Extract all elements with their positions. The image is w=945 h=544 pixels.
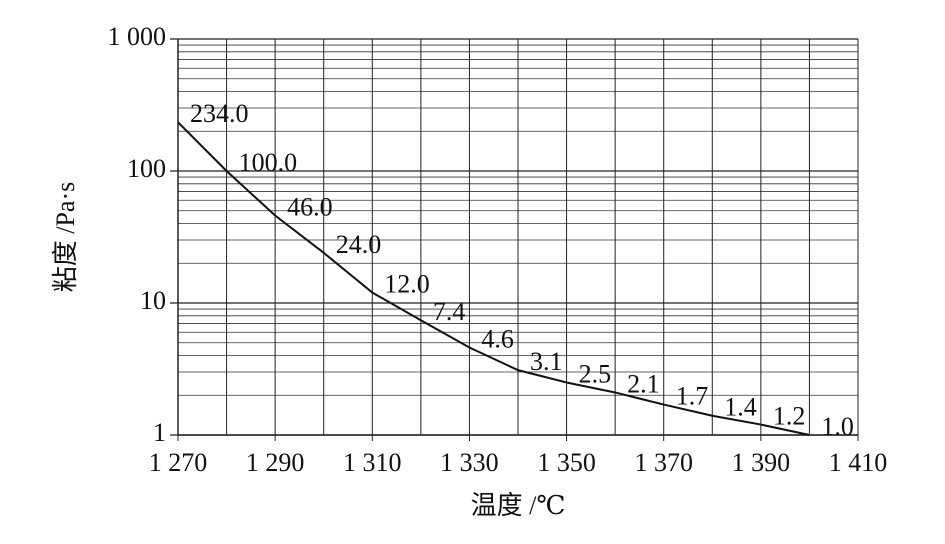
data-label: 2.5 [579, 359, 612, 388]
x-axis-label: 温度 /℃ [471, 491, 566, 520]
data-label: 1.2 [773, 402, 806, 431]
x-tick-label: 1 290 [246, 448, 305, 477]
y-axis-label: 粘度 /Pa·s [51, 182, 80, 293]
data-label: 100.0 [239, 148, 297, 177]
data-label: 2.1 [627, 369, 660, 398]
x-tick-label: 1 410 [829, 448, 888, 477]
data-label: 46.0 [287, 192, 333, 221]
y-tick-label: 1 [153, 418, 166, 447]
data-label: 24.0 [336, 230, 382, 259]
x-tick-label: 1 330 [440, 448, 499, 477]
data-label: 12.0 [384, 270, 430, 299]
data-label: 1.7 [676, 382, 709, 411]
data-label: 1.0 [821, 412, 854, 441]
data-label: 7.4 [433, 297, 466, 326]
x-tick-label: 1 390 [732, 448, 791, 477]
data-label: 1.4 [724, 393, 757, 422]
x-tick-label: 1 270 [149, 448, 208, 477]
data-line [177, 121, 810, 436]
y-tick-label: 1 000 [108, 22, 167, 51]
x-tick-label: 1 370 [634, 448, 693, 477]
x-tick-label: 1 310 [343, 448, 402, 477]
data-label: 234.0 [190, 99, 249, 128]
data-label: 4.6 [481, 324, 514, 353]
y-tick-label: 100 [127, 154, 166, 183]
y-tick-label: 10 [140, 286, 166, 315]
data-label: 3.1 [530, 347, 563, 376]
x-tick-label: 1 350 [537, 448, 596, 477]
